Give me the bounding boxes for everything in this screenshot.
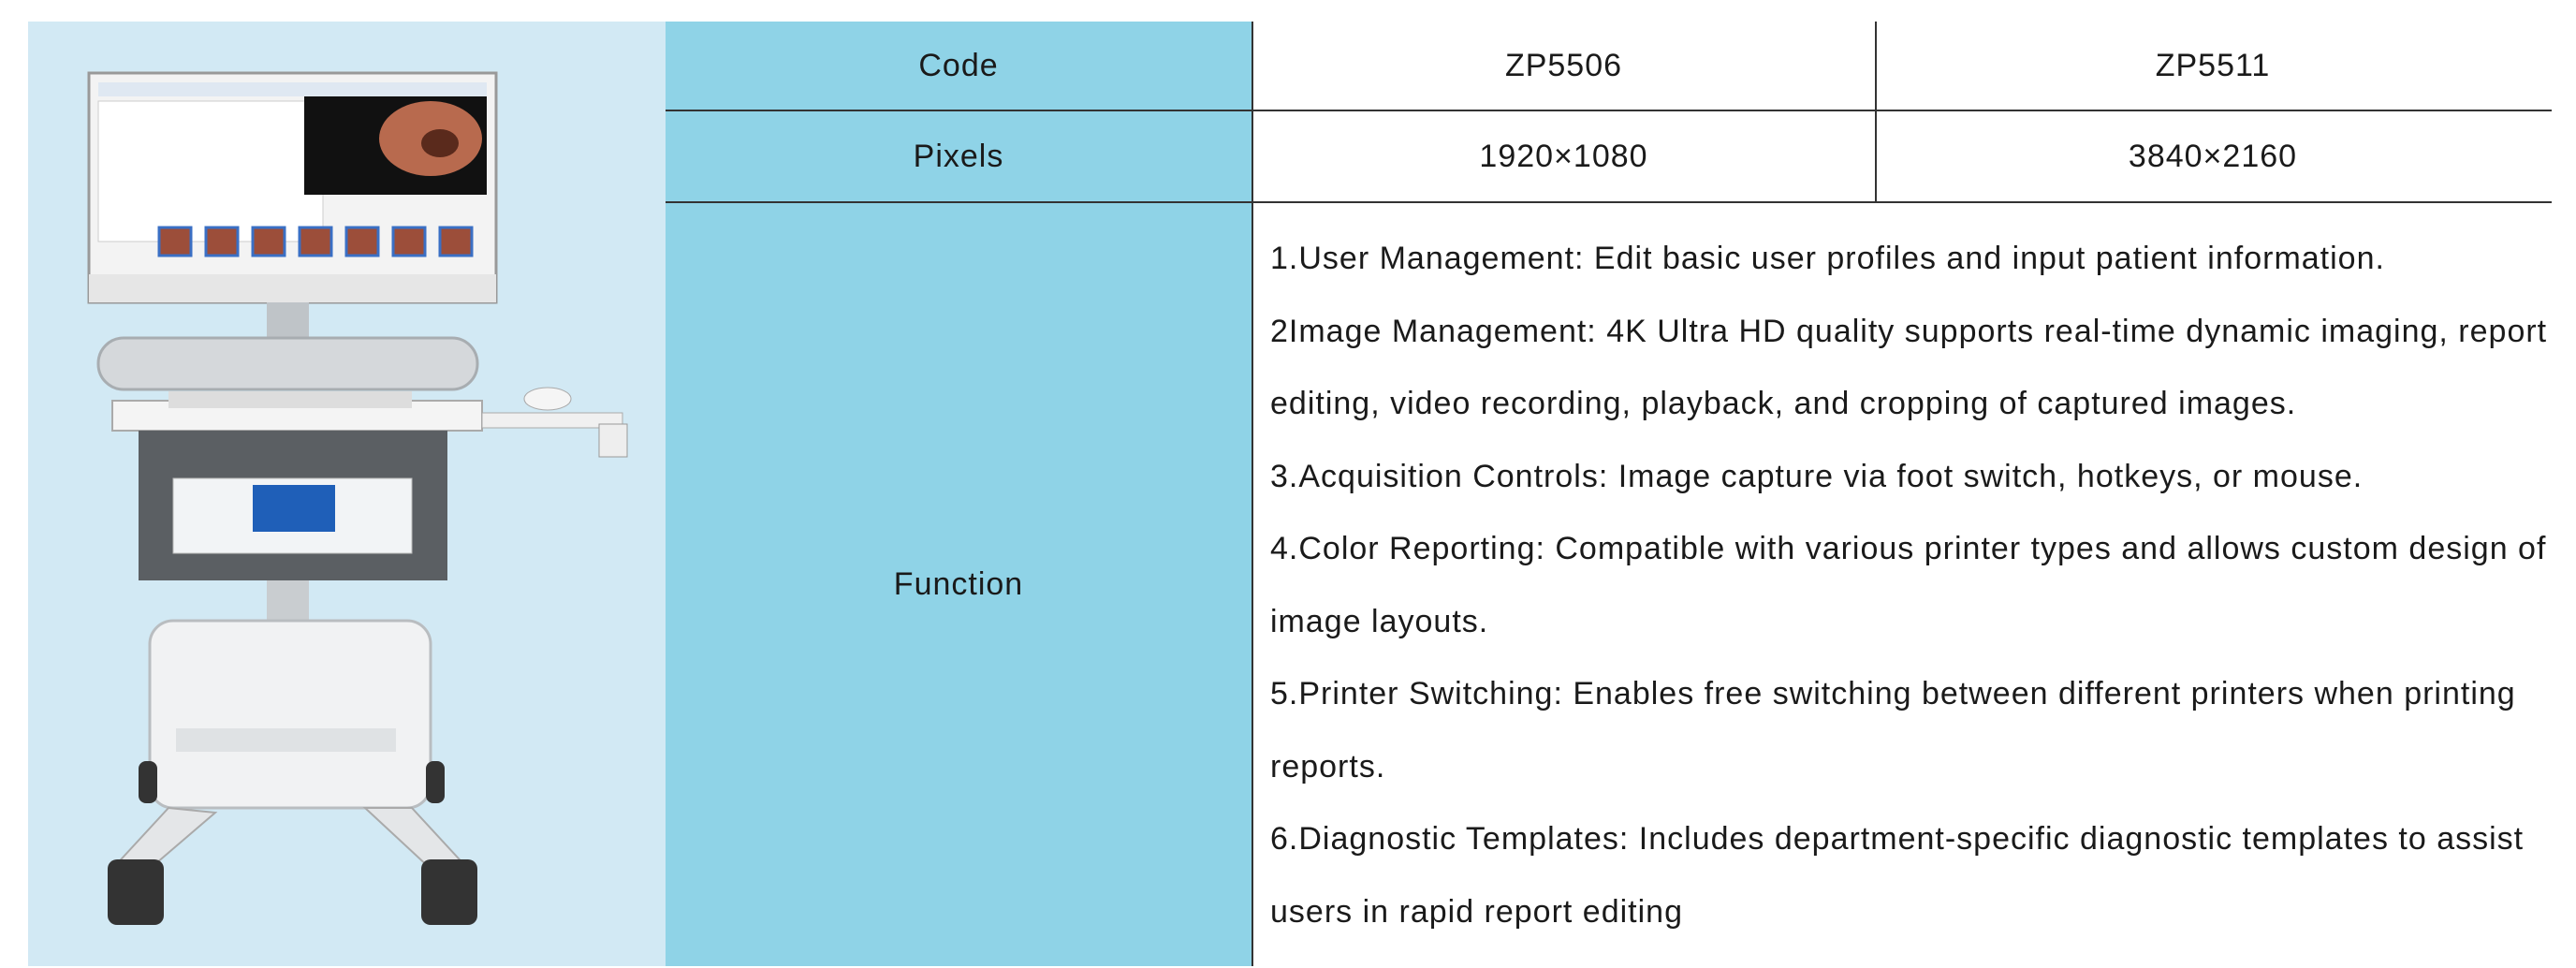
function-item: 4.Color Reporting: Compatible with vario… (1270, 531, 2547, 639)
row-label: Pixels (913, 138, 1004, 174)
function-list: 1.User Management: Edit basic user profi… (1270, 223, 2573, 948)
function-item: 5.Printer Switching: Enables free switch… (1270, 676, 2516, 785)
cell: ZP5506 (1504, 47, 1623, 83)
row-label: Code (918, 47, 999, 83)
function-item: 3.Acquisition Controls: Image capture vi… (1270, 458, 2364, 494)
product-image (28, 22, 666, 966)
cell: 3840×2160 (2128, 138, 2298, 174)
cell: 1920×1080 (1479, 138, 1648, 174)
column-divider (1251, 22, 1253, 966)
function-item: 2Image Management: 4K Ultra HD quality s… (1270, 313, 2548, 422)
column-divider (1875, 22, 1877, 202)
function-item: 1.User Management: Edit basic user profi… (1270, 241, 2385, 276)
row-divider (666, 110, 2552, 111)
function-item: 6.Diagnostic Templates: Includes departm… (1270, 821, 2525, 930)
row-divider (666, 201, 2552, 203)
row-label: Function (893, 565, 1024, 602)
label-column (666, 22, 1251, 966)
cell: ZP5511 (2155, 47, 2271, 83)
